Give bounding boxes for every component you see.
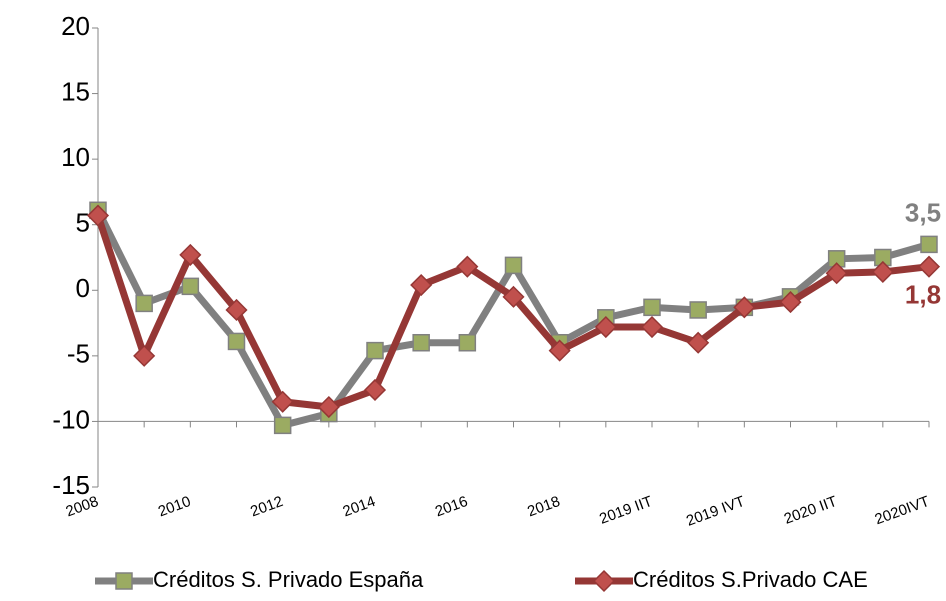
data-label: 1,8 (905, 280, 941, 310)
x-tick-label: 2018 (525, 493, 562, 520)
x-tick-label: 2020IVT (873, 493, 932, 528)
legend-label: Créditos S.Privado CAE (633, 567, 868, 592)
marker (225, 298, 248, 322)
marker (687, 331, 710, 354)
marker (871, 260, 894, 283)
marker (779, 291, 802, 314)
y-tick-label: 15 (61, 76, 90, 106)
y-tick-label: -15 (52, 470, 90, 500)
marker (548, 339, 571, 362)
marker (640, 315, 664, 339)
series-line (94, 208, 930, 429)
marker (179, 243, 202, 266)
marker (733, 296, 756, 319)
x-tick-label: 2012 (248, 493, 285, 520)
marker (181, 277, 200, 296)
x-tick-label: 2019 IVT (684, 493, 747, 530)
marker (825, 262, 848, 285)
marker (502, 285, 525, 308)
marker (86, 204, 110, 227)
marker (920, 235, 938, 254)
data-label: 3,5 (905, 197, 941, 227)
x-tick-label: 2016 (433, 493, 470, 520)
marker (317, 395, 340, 419)
marker (363, 378, 387, 402)
marker (133, 344, 156, 367)
marker (594, 315, 617, 339)
x-tick-label: 2010 (156, 493, 193, 520)
marker (504, 256, 523, 275)
y-tick-label: 20 (61, 11, 90, 41)
marker (917, 255, 941, 278)
y-tick-label: 10 (61, 142, 90, 172)
marker (135, 294, 153, 313)
marker (456, 255, 479, 278)
legend-marker (592, 569, 616, 593)
y-tick-label: 0 (76, 273, 90, 303)
series-line (94, 214, 930, 411)
x-tick-label: 2019 IIT (597, 493, 655, 528)
legend-marker (115, 572, 133, 590)
marker (271, 390, 294, 413)
legend-label: Créditos S. Privado España (153, 567, 424, 592)
x-tick-label: 2014 (341, 493, 378, 520)
marker (458, 333, 477, 352)
marker (643, 298, 661, 317)
marker (366, 341, 384, 360)
marker (227, 332, 246, 351)
marker (412, 333, 430, 352)
marker (410, 273, 433, 297)
y-tick-label: -5 (67, 339, 90, 369)
marker (273, 416, 292, 435)
marker (689, 301, 707, 319)
y-tick-label: -10 (52, 404, 90, 434)
y-tick-label: 5 (76, 208, 90, 238)
x-tick-label: 2020 IIT (782, 493, 840, 528)
